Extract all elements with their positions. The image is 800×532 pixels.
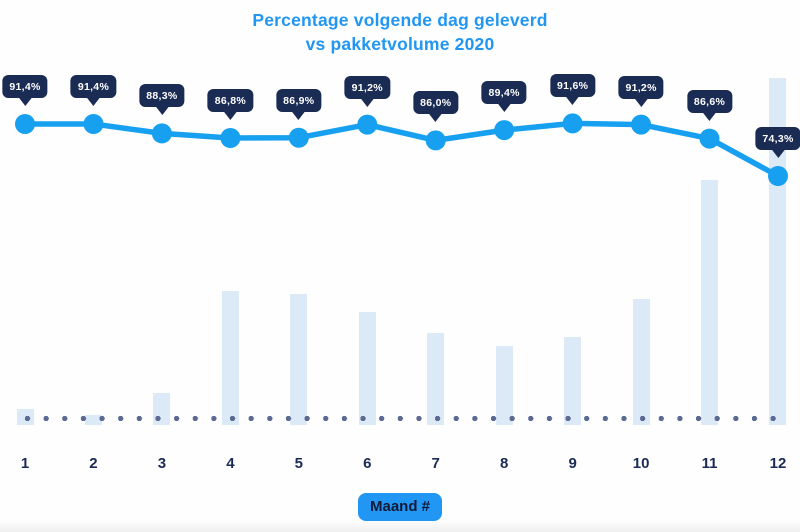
data-label-badge-month-12: 74,3% xyxy=(755,126,800,150)
chart-title-line1: Percentage volgende dag geleverd xyxy=(252,10,548,30)
volume-bar xyxy=(701,180,719,425)
line-point-month-1 xyxy=(15,114,35,134)
line-point-month-8 xyxy=(494,120,515,141)
x-tick-label-4: 4 xyxy=(226,455,235,472)
volume-bar xyxy=(427,333,445,425)
x-tick-label-12: 12 xyxy=(769,455,787,472)
data-label-badge-month-9: 91,6% xyxy=(549,74,596,98)
line-point-month-4 xyxy=(220,128,241,148)
x-tick-label-10: 10 xyxy=(632,455,650,472)
line-point-month-6 xyxy=(357,114,378,135)
data-label-badge-month-6: 91,2% xyxy=(344,75,390,99)
data-label-badge-month-7: 86,0% xyxy=(413,91,459,115)
volume-bar xyxy=(495,346,513,425)
bottom-edge-strip xyxy=(0,521,800,532)
data-label-badge-month-10: 91,2% xyxy=(618,75,664,99)
x-tick-label-6: 6 xyxy=(363,455,372,472)
x-axis-title-badge: Maand # xyxy=(357,493,443,521)
data-label-badge-month-3: 88,3% xyxy=(139,84,185,108)
data-label-badge-month-11: 86,6% xyxy=(686,89,733,113)
line-point-month-3 xyxy=(151,123,172,144)
dotted-baseline xyxy=(24,415,781,422)
x-tick-label-7: 7 xyxy=(431,455,440,472)
x-tick-label-3: 3 xyxy=(157,455,167,472)
x-tick-label-9: 9 xyxy=(568,455,577,472)
line-point-month-2 xyxy=(83,114,104,134)
x-tick-label-1: 1 xyxy=(20,455,30,472)
volume-bar xyxy=(221,291,239,425)
delivery-percentage-line xyxy=(22,120,781,179)
data-label-badge-month-1: 91,4% xyxy=(2,75,48,98)
x-tick-label-11: 11 xyxy=(701,455,718,472)
data-label-badge-month-8: 89,4% xyxy=(481,81,527,105)
x-tick-label-5: 5 xyxy=(294,455,303,472)
line-point-month-10 xyxy=(631,114,652,135)
volume-bar xyxy=(564,337,582,425)
volume-bar xyxy=(358,312,376,425)
x-tick-label-2: 2 xyxy=(89,455,98,472)
line-point-month-7 xyxy=(425,130,446,151)
volume-bar xyxy=(290,294,308,425)
line-point-month-5 xyxy=(288,127,309,148)
line-point-month-9 xyxy=(562,113,583,134)
volume-bar xyxy=(632,299,650,425)
data-label-badge-month-5: 86,9% xyxy=(276,88,322,112)
data-label-badge-month-4: 86,8% xyxy=(207,88,253,112)
x-tick-label-8: 8 xyxy=(500,455,509,472)
chart-title: Percentage volgende dag geleverd vs pakk… xyxy=(0,8,800,56)
data-label-badge-month-2: 91,4% xyxy=(70,75,117,98)
chart-title-line2: vs pakketvolume 2020 xyxy=(305,34,495,54)
line-point-month-11 xyxy=(699,128,720,149)
